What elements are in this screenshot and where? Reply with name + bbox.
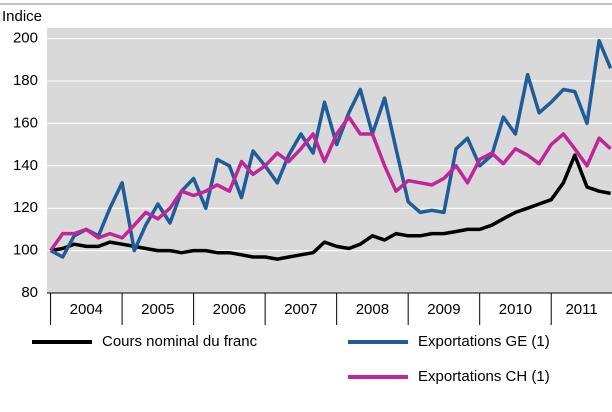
line xyxy=(49,38,612,259)
legend-label: Exportations CH (1) xyxy=(418,368,550,385)
x-tick-label: 2009 xyxy=(427,301,460,318)
y-tick-label: 160 xyxy=(13,114,38,131)
y-tick-label: 120 xyxy=(13,199,38,216)
line xyxy=(49,115,612,252)
plot-area xyxy=(47,28,612,293)
x-tick-label: 2007 xyxy=(284,301,317,318)
y-tick-label: 140 xyxy=(13,157,38,174)
x-tick-label: 2004 xyxy=(70,301,103,318)
x-tick-label: 2010 xyxy=(499,301,532,318)
line xyxy=(50,153,611,261)
y-tick-label: 200 xyxy=(13,30,38,47)
legend-label: Cours nominal du franc xyxy=(102,333,258,350)
y-tick-label: 180 xyxy=(13,72,38,89)
x-tick-label: 2011 xyxy=(565,301,597,318)
x-tick-label: 2006 xyxy=(213,301,246,318)
x-tick-label: 2005 xyxy=(141,301,174,318)
x-tick-label: 2008 xyxy=(356,301,389,318)
y-tick-label: 100 xyxy=(13,242,38,259)
legend-label: Exportations GE (1) xyxy=(418,333,550,350)
y-axis-label: Indice xyxy=(2,8,42,25)
y-tick-label: 80 xyxy=(21,284,38,301)
